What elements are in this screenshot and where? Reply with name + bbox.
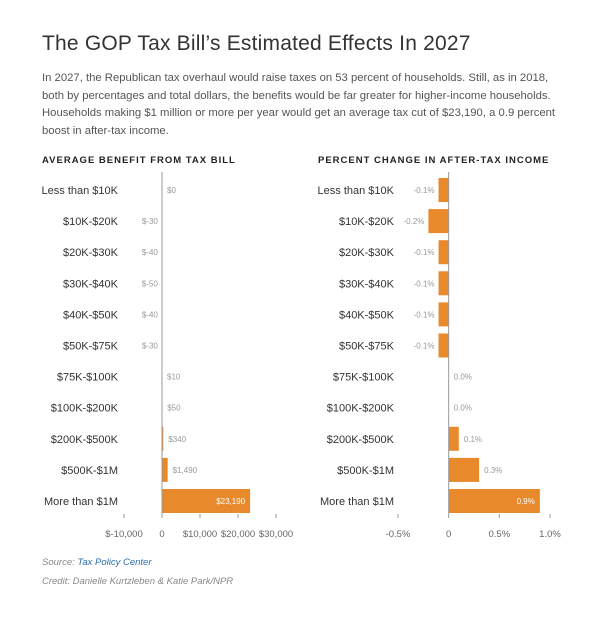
pct-bar	[438, 302, 449, 327]
benefit-tick-label: $30,000	[259, 529, 293, 540]
benefit-value-label: $-50	[142, 279, 159, 288]
pct-category-label: $200K-$500K	[327, 434, 395, 446]
benefit-category-label: $50K-$75K	[63, 341, 119, 353]
benefit-tick-label: $20,000	[221, 529, 255, 540]
pct-value-label: -0.1%	[414, 186, 435, 195]
source-note: Source: Tax Policy Center	[42, 557, 152, 568]
pct-bar	[448, 489, 540, 513]
pct-category-label: $30K-$40K	[339, 278, 395, 290]
pct-bar	[438, 271, 449, 296]
pct-category-label: $20K-$30K	[339, 247, 395, 259]
benefit-tick-label: $-10,000	[105, 529, 143, 540]
source-prefix: Source:	[42, 557, 78, 568]
benefit-bar	[162, 426, 164, 451]
benefit-value-label: $340	[168, 435, 186, 444]
benefit-category-label: $10K-$20K	[63, 216, 119, 228]
benefit-category-label: $100K-$200K	[51, 403, 119, 415]
pct-bar	[438, 333, 449, 358]
pct-tick-label: 0	[446, 529, 451, 540]
pct-value-label: 0.0%	[454, 404, 472, 413]
pct-category-label: $75K-$100K	[333, 372, 395, 384]
benefit-value-label: $-30	[142, 217, 159, 226]
benefit-category-label: $20K-$30K	[63, 247, 119, 259]
pct-value-label: 0.1%	[464, 435, 482, 444]
pct-value-label: -0.1%	[414, 310, 435, 319]
pct-category-label: $40K-$50K	[339, 309, 395, 321]
pct-value-label: 0.3%	[484, 466, 502, 475]
benefit-value-label: $-40	[142, 310, 159, 319]
benefit-value-label: $50	[167, 404, 181, 413]
benefit-value-label: $0	[167, 186, 176, 195]
pct-bar	[448, 457, 480, 482]
benefit-category-label: $30K-$40K	[63, 278, 119, 290]
pct-category-label: $500K-$1M	[337, 465, 394, 477]
left-panel-title: AVERAGE BENEFIT FROM TAX BILL	[42, 155, 236, 166]
benefit-category-label: Less than $10K	[42, 185, 119, 197]
benefit-bar	[162, 457, 168, 482]
source-link[interactable]: Tax Policy Center	[77, 557, 152, 568]
benefit-category-label: $500K-$1M	[61, 465, 118, 477]
credit-note: Credit: Danielle Kurtzleben & Katie Park…	[42, 576, 234, 587]
benefit-category-label: $40K-$50K	[63, 309, 119, 321]
pct-bar	[438, 240, 449, 265]
benefit-tick-label: $10,000	[183, 529, 217, 540]
benefit-tick-label: 0	[159, 529, 164, 540]
pct-tick-label: 1.0%	[539, 529, 561, 540]
pct-category-label: Less than $10K	[318, 185, 395, 197]
chart-title: The GOP Tax Bill’s Estimated Effects In …	[42, 32, 471, 55]
benefit-category-label: $75K-$100K	[57, 372, 119, 384]
pct-tick-label: -0.5%	[386, 529, 411, 540]
pct-category-label: More than $1M	[320, 496, 394, 508]
benefit-value-label: $10	[167, 373, 181, 382]
pct-tick-label: 0.5%	[489, 529, 511, 540]
right-panel-title: PERCENT CHANGE IN AFTER-TAX INCOME	[318, 155, 550, 166]
pct-category-label: $50K-$75K	[339, 341, 395, 353]
pct-value-label: -0.1%	[414, 248, 435, 257]
pct-value-label: -0.1%	[414, 342, 435, 351]
pct-bar	[448, 426, 459, 451]
benefit-value-label: $-30	[142, 342, 159, 351]
benefit-value-label: $1,490	[173, 466, 198, 475]
pct-bar	[438, 178, 449, 202]
pct-category-label: $100K-$200K	[327, 403, 395, 415]
benefit-bar	[162, 489, 251, 513]
pct-value-label: -0.1%	[414, 279, 435, 288]
pct-category-label: $10K-$20K	[339, 216, 395, 228]
benefit-category-label: $200K-$500K	[51, 434, 119, 446]
pct-value-label: 0.0%	[454, 373, 472, 382]
pct-bar	[428, 209, 449, 234]
chart-subtitle: In 2027, the Republican tax overhaul wou…	[42, 72, 556, 137]
benefit-value-label: $23,190	[216, 497, 245, 506]
benefit-category-label: More than $1M	[44, 496, 118, 508]
benefit-value-label: $-40	[142, 248, 159, 257]
pct-value-label: 0.9%	[517, 497, 535, 506]
pct-value-label: -0.2%	[403, 217, 424, 226]
